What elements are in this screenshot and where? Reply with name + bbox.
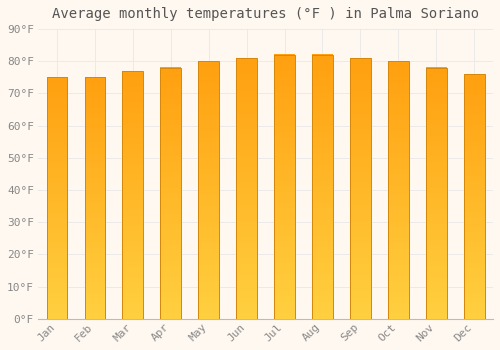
Title: Average monthly temperatures (°F ) in Palma Soriano: Average monthly temperatures (°F ) in Pa… xyxy=(52,7,479,21)
Bar xyxy=(350,58,371,319)
Bar xyxy=(84,77,105,319)
Bar xyxy=(198,61,219,319)
Bar xyxy=(426,68,446,319)
Bar xyxy=(312,55,333,319)
Bar xyxy=(46,77,68,319)
Bar xyxy=(122,71,144,319)
Bar xyxy=(236,58,257,319)
Bar xyxy=(464,74,484,319)
Bar xyxy=(274,55,295,319)
Bar xyxy=(388,61,408,319)
Bar xyxy=(160,68,181,319)
